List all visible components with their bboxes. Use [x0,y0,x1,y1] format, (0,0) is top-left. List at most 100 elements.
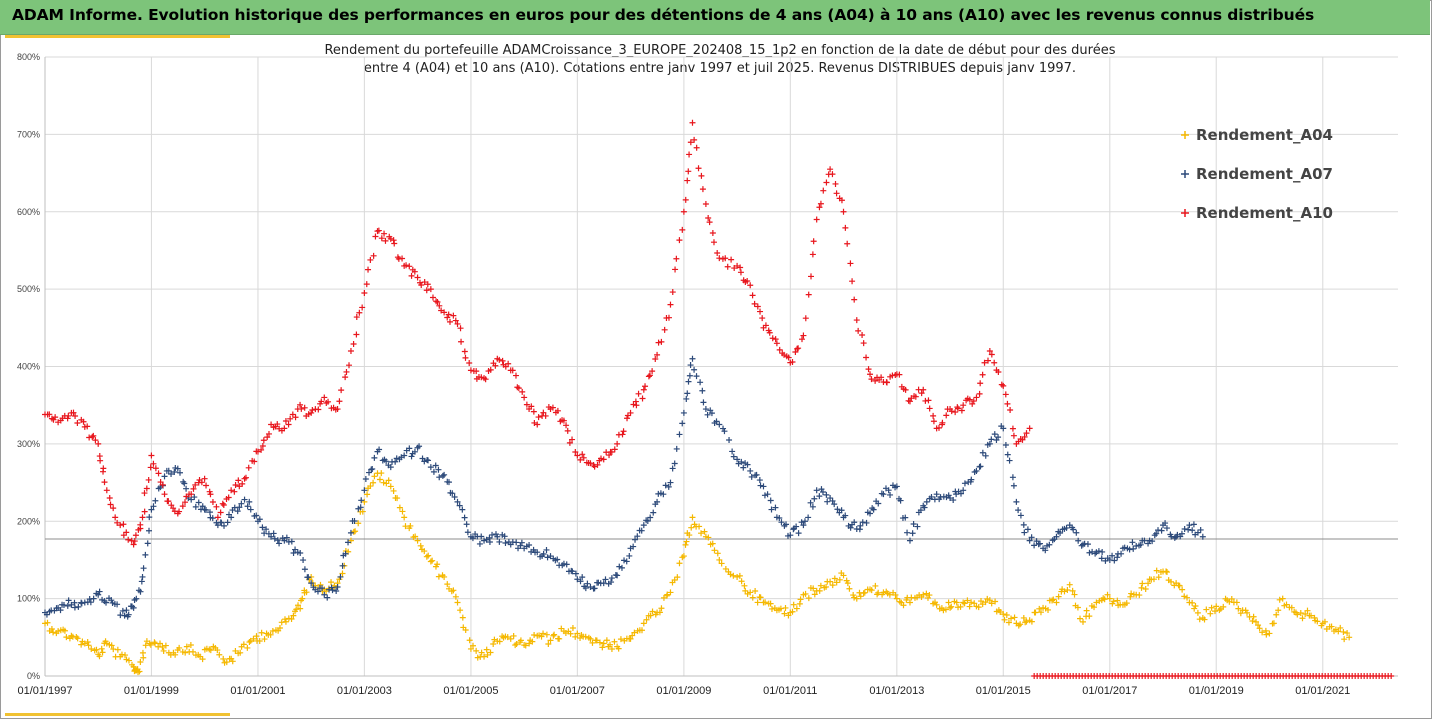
data-point [1002,442,1009,449]
data-point [123,529,130,536]
data-point [1192,602,1199,609]
header-bar: ADAM Informe. Evolution historique des p… [0,0,1430,35]
data-point [125,657,132,664]
data-point [1109,552,1116,559]
data-point [464,529,471,536]
data-point [776,346,783,353]
data-point [691,136,698,143]
data-point [964,597,971,604]
data-point [238,500,245,507]
data-point [505,360,512,367]
data-point [748,473,755,480]
data-point [75,603,82,610]
data-point [656,609,663,616]
data-point [142,551,149,558]
data-point [281,537,288,544]
data-point [968,476,975,483]
data-point [695,165,702,172]
data-point [781,610,788,617]
data-point [893,483,900,490]
data-point [1118,550,1125,557]
data-point [1266,630,1273,637]
data-point [392,458,399,465]
data-point [190,485,197,492]
data-point [591,585,598,592]
data-point [995,369,1002,376]
data-point [716,556,723,563]
data-point [501,533,508,540]
data-point [476,540,483,547]
data-point [538,633,545,640]
data-point [709,540,716,547]
data-point [667,301,674,308]
data-point [73,634,80,641]
data-point [1009,425,1016,432]
data-point [1020,614,1027,621]
data-point [1279,595,1286,602]
data-point [753,471,760,478]
data-point [361,289,368,296]
x-tick-label: 01/01/1999 [124,685,179,697]
data-point [714,550,721,557]
data-point [236,504,243,511]
data-point [1031,542,1038,549]
data-point [288,538,295,545]
data-point [456,502,463,509]
data-point [829,171,836,178]
data-point [928,493,935,500]
data-point [1186,522,1193,529]
data-point [187,642,194,649]
data-point [382,237,389,244]
data-point [218,519,225,526]
data-point [496,356,503,363]
data-point [74,635,81,642]
data-point [705,534,712,541]
data-point [736,572,743,579]
data-point [805,595,812,602]
data-point [429,557,436,564]
data-point [521,394,528,401]
data-point [260,437,267,444]
data-point [444,581,451,588]
data-point [564,427,571,434]
data-point [1190,521,1197,528]
data-point [831,575,838,582]
data-point [507,635,514,642]
data-point [793,523,800,530]
data-point [496,638,503,645]
data-point [734,456,741,463]
data-point [906,599,913,606]
data-point [315,406,322,413]
data-point [587,635,594,642]
data-point [838,507,845,514]
data-point [827,166,834,173]
data-point [376,446,383,453]
data-point [245,464,252,471]
data-point [378,235,385,242]
data-point [276,625,283,632]
data-point [44,619,51,626]
y-tick-label: 200% [17,516,40,526]
data-point [107,501,114,508]
data-point [1253,618,1260,625]
data-point [885,487,892,494]
data-point [201,475,208,482]
data-point [840,572,847,579]
data-point [813,216,820,223]
data-point [979,449,986,456]
data-point [1153,530,1160,537]
data-point [608,645,615,652]
data-point [1007,407,1014,414]
data-point [433,298,440,305]
data-point [936,424,942,431]
data-point [925,397,932,404]
data-point [142,642,149,649]
data-point [241,475,248,482]
data-point [406,445,413,452]
data-point [705,214,712,221]
data-point [328,584,335,591]
data-point [1228,595,1235,602]
data-point [463,521,470,528]
data-point [487,366,494,373]
data-point [997,608,1004,615]
